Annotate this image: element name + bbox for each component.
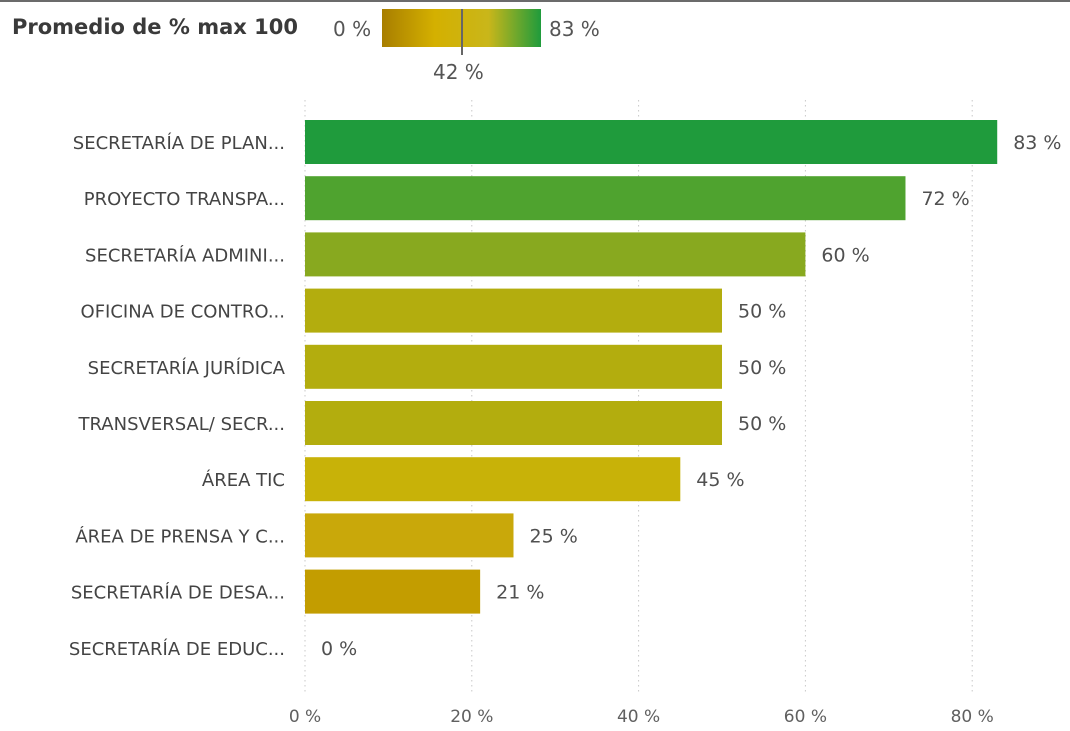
legend-min-label: 0 % [333, 17, 372, 41]
legend-mid-label: 42 % [433, 60, 484, 84]
data-label: 45 % [696, 469, 744, 491]
bar[interactable] [305, 344, 722, 389]
bar[interactable] [305, 401, 722, 445]
x-tick-label: 20 % [450, 707, 493, 727]
bar[interactable] [305, 288, 722, 333]
category-label: PROYECTO TRANSPA... [84, 189, 285, 210]
category-label: SECRETARÍA ADMINI... [85, 244, 285, 266]
category-label: SECRETARÍA DE EDUC... [69, 638, 285, 660]
legend-title: Promedio de % max 100 [12, 15, 298, 39]
category-label: TRANSVERSAL/ SECR... [78, 414, 285, 435]
category-label: SECRETARÍA DE DESA... [71, 582, 285, 604]
bar[interactable] [305, 569, 481, 614]
bar[interactable] [305, 457, 681, 502]
legend-max-label: 83 % [549, 17, 600, 41]
bar[interactable] [305, 176, 906, 221]
x-tick-label: 80 % [951, 707, 994, 727]
data-label: 60 % [821, 244, 869, 266]
data-label: 50 % [738, 301, 786, 323]
x-tick-label: 60 % [784, 707, 827, 727]
category-label: SECRETARÍA DE PLAN... [73, 132, 285, 154]
top-border [0, 0, 1070, 2]
data-label: 25 % [530, 525, 578, 547]
x-tick-label: 40 % [617, 707, 660, 727]
category-label: ÁREA DE PRENSA Y C... [75, 525, 285, 547]
data-label: 72 % [921, 188, 969, 210]
data-label: 21 % [496, 582, 544, 604]
data-label: 50 % [738, 357, 786, 379]
data-label: 83 % [1013, 132, 1061, 154]
bar[interactable] [305, 513, 514, 558]
category-label: SECRETARÍA JURÍDICA [88, 357, 286, 379]
x-tick-label: 0 % [289, 707, 321, 727]
legend-mid-marker [461, 9, 463, 55]
data-label: 0 % [321, 638, 357, 660]
data-label: 50 % [738, 413, 786, 435]
category-label: ÁREA TIC [202, 469, 285, 491]
category-label: OFICINA DE CONTRO... [81, 302, 285, 323]
bar[interactable] [305, 120, 998, 164]
bar[interactable] [305, 232, 806, 277]
